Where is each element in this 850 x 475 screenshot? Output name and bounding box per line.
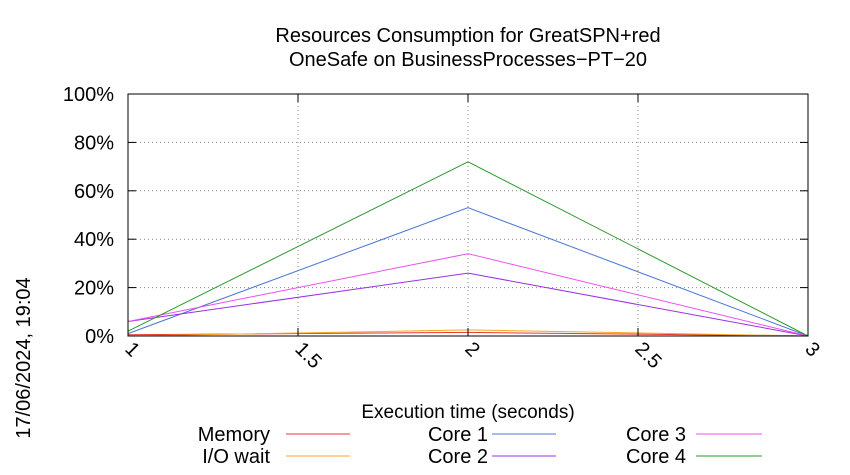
series-line-core-3 <box>127 253 809 337</box>
x-tick-label: 1 <box>120 338 143 361</box>
x-tick-label: 2.5 <box>630 338 665 373</box>
legend-label-core-1: Core 1 <box>428 424 488 446</box>
y-tick-label: 40% <box>74 229 114 251</box>
y-tick-label: 80% <box>74 132 114 154</box>
x-tick-label: 3 <box>800 338 823 361</box>
y-tick-label: 20% <box>74 278 114 300</box>
axis-ticks: 0% 20% 40% 60% 80% 100% 1 1.5 2 2.5 3 <box>63 84 824 373</box>
legend-label-core-3: Core 3 <box>626 424 686 446</box>
legend-label-core-4: Core 4 <box>626 446 686 468</box>
y-tick-label: 60% <box>74 181 114 203</box>
x-tick-label: 1.5 <box>290 338 325 373</box>
x-tick-label: 2 <box>460 338 483 361</box>
chart-title-line-2: OneSafe on BusinessProcesses−PT−20 <box>289 49 647 71</box>
y-tick-label: 100% <box>63 84 114 106</box>
legend-label-core-2: Core 2 <box>428 446 488 468</box>
timestamp: 17/06/2024, 19:04 <box>13 277 35 438</box>
chart-title-line-1: Resources Consumption for GreatSPN+red <box>275 25 660 47</box>
plot-lines <box>127 161 809 337</box>
x-axis-label: Execution time (seconds) <box>361 402 574 423</box>
series-line-core-4 <box>127 161 809 337</box>
legend-label-i-o-wait: I/O wait <box>202 446 270 468</box>
legend-label-memory: Memory <box>198 424 270 446</box>
y-tick-label: 0% <box>85 326 114 348</box>
series-line-core-2 <box>127 272 809 337</box>
grid <box>128 94 808 336</box>
series-line-core-1 <box>127 207 809 337</box>
